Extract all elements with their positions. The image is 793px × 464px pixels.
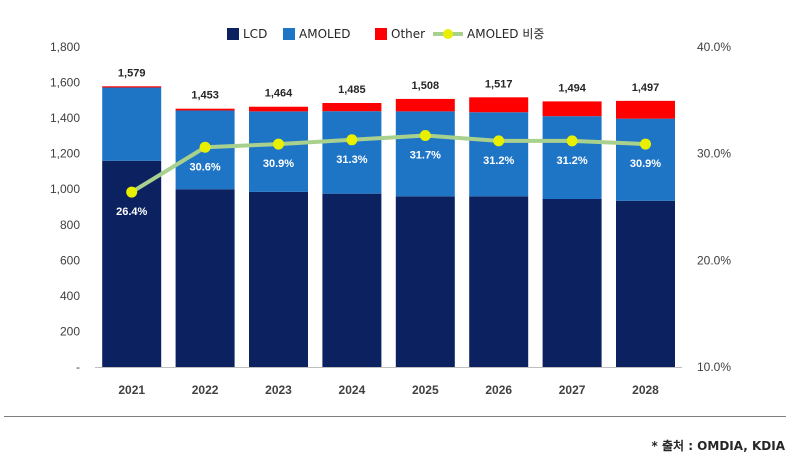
bar-other-2024 [322, 103, 382, 112]
left-axis-tick-label: 1,200 [50, 147, 80, 161]
bar-amoled-2025 [395, 111, 455, 197]
bar-lcd-2026 [469, 196, 529, 367]
totals: 1,579 1,453 1,464 1,485 1,508 1,517 1,494 1,497 [118, 67, 659, 101]
left-axis-tick-label: 1,400 [50, 111, 80, 125]
left-axis-tick-label: 200 [60, 324, 80, 338]
bar-lcd-2024 [322, 193, 382, 367]
legend-label-lcd: LCD [243, 27, 267, 41]
legend-swatch-other [375, 28, 387, 40]
amoled-share-label: 31.2% [556, 155, 587, 167]
total-label: 1,494 [558, 82, 586, 94]
amoled-share-label: 30.6% [189, 161, 220, 173]
amoled-share-point [566, 135, 578, 147]
left-axis-tick-label: 1,800 [50, 40, 80, 54]
amoled-share-point [346, 134, 358, 146]
legend-label-amoled: AMOLED [299, 27, 351, 41]
right-axis: 10.0% 20.0% 30.0% 40.0% [697, 40, 731, 374]
amoled-share-label: 26.4% [116, 206, 147, 218]
legend-swatch-amoled [283, 28, 295, 40]
left-axis-tick-label: 400 [60, 289, 80, 303]
amoled-share-point [199, 141, 211, 153]
x-axis: 2021 2022 2023 2024 2025 2026 2027 2028 [95, 367, 683, 397]
left-axis-tick-label: 600 [60, 253, 80, 267]
right-axis-tick-label: 10.0% [697, 360, 731, 374]
bar-lcd-2025 [395, 196, 455, 367]
total-label: 1,579 [118, 67, 146, 79]
x-axis-tick-label: 2024 [339, 383, 366, 397]
chart: LCD AMOLED Other AMOLED 비중 - 200 400 600 800 1,0… [50, 27, 731, 397]
x-axis-tick-label: 2026 [485, 383, 512, 397]
bar-lcd-2027 [542, 199, 602, 367]
left-axis-tick-label: 1,600 [50, 76, 80, 90]
bar-other-2026 [469, 97, 529, 113]
left-axis: - 200 400 600 800 1,000 1,200 1,400 1,600 1,800 [50, 40, 80, 374]
bar-amoled-2023 [249, 111, 308, 192]
legend-label-other: Other [391, 27, 425, 41]
legend-swatch-lcd [227, 28, 239, 40]
left-axis-tick-label: 1,000 [50, 182, 80, 196]
amoled-share-point [419, 130, 431, 142]
amoled-share-label: 31.3% [336, 154, 367, 166]
source-note: * 출처 : OMDIA, KDIA [651, 439, 785, 453]
total-label: 1,497 [632, 82, 660, 94]
x-axis-tick-label: 2025 [412, 383, 439, 397]
bar-other-2028 [616, 100, 675, 119]
bar-other-2023 [249, 106, 308, 112]
total-label: 1,464 [265, 88, 293, 100]
amoled-share-point [493, 135, 505, 147]
bar-amoled-2027 [542, 116, 602, 199]
amoled-share-point [640, 138, 651, 150]
amoled-share-point [126, 186, 138, 198]
left-axis-tick-label: 800 [60, 218, 80, 232]
amoled-share-label: 31.2% [483, 155, 514, 167]
bar-amoled-2024 [322, 111, 382, 194]
total-label: 1,517 [485, 78, 513, 90]
left-axis-tick-label: - [76, 360, 80, 374]
bar-amoled-2028 [616, 118, 675, 201]
bar-other-2021 [102, 86, 162, 88]
divider [4, 416, 786, 417]
share-line: 26.4% 30.6% 30.9% 31.3% 31.7% 31.2% 31.2% 30.9% [116, 130, 661, 218]
amoled-share-line [130, 133, 646, 194]
bar-lcd-2023 [249, 191, 308, 367]
bar-other-2027 [542, 101, 602, 117]
right-axis-tick-label: 40.0% [697, 40, 731, 54]
total-label: 1,508 [412, 80, 440, 92]
bar-lcd-2028 [616, 200, 675, 367]
right-axis-tick-label: 20.0% [697, 253, 731, 267]
bar-other-2025 [395, 98, 455, 112]
x-axis-tick-label: 2027 [559, 383, 586, 397]
amoled-share-label: 30.9% [630, 158, 661, 170]
total-label: 1,485 [338, 84, 366, 96]
x-axis-tick-label: 2022 [192, 383, 219, 397]
right-axis-tick-label: 30.0% [697, 147, 731, 161]
bar-amoled-2026 [469, 112, 529, 197]
bar-lcd-2022 [175, 189, 235, 367]
total-label: 1,453 [191, 90, 219, 102]
bar-other-2022 [175, 108, 235, 111]
legend: LCD AMOLED Other AMOLED 비중 [227, 27, 544, 41]
legend-label-amoled-share: AMOLED 비중 [467, 27, 544, 41]
amoled-share-point [273, 138, 284, 150]
bar-amoled-2021 [102, 87, 162, 161]
x-axis-tick-label: 2028 [632, 383, 659, 397]
bars [102, 86, 675, 367]
amoled-share-label: 30.9% [263, 158, 294, 170]
amoled-share-label: 31.7% [410, 150, 441, 162]
x-axis-tick-label: 2023 [265, 383, 292, 397]
x-axis-tick-label: 2021 [118, 383, 145, 397]
legend-swatch-marker [443, 29, 453, 39]
